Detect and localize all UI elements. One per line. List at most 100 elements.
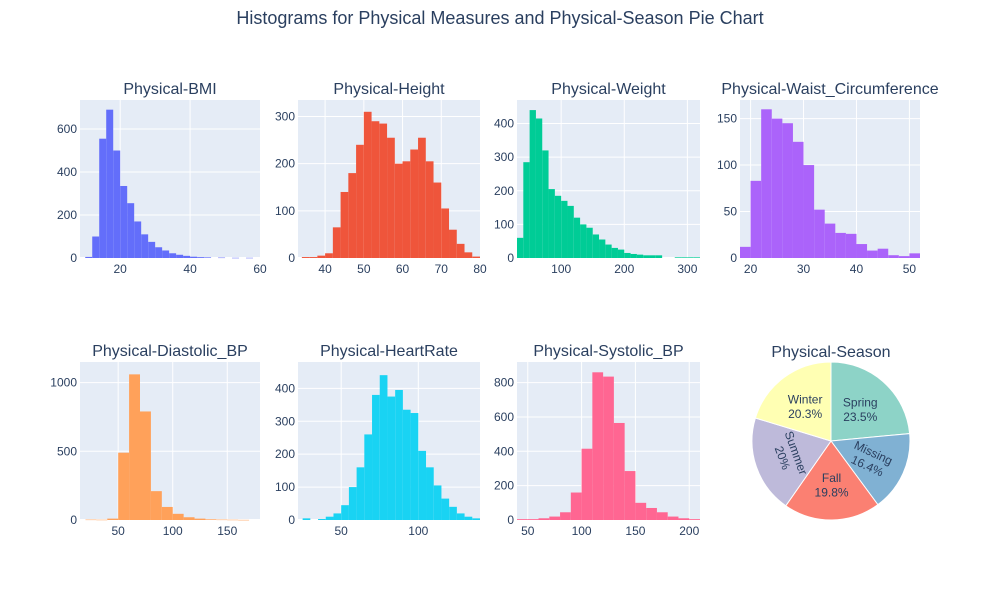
physical-heartrate-bar[interactable] — [410, 413, 419, 520]
pie-slice-summer[interactable] — [751, 417, 832, 507]
physical-bmi-bar[interactable] — [246, 257, 254, 259]
physical-height-bar[interactable] — [402, 161, 411, 258]
physical-height-bar[interactable] — [332, 227, 341, 258]
physical-height-bar[interactable] — [363, 111, 372, 258]
physical-systolic-bp-bar[interactable] — [560, 512, 571, 520]
physical-heartrate-bar[interactable] — [356, 467, 365, 520]
physical-waist-circumference-bar[interactable] — [761, 109, 772, 258]
physical-systolic-bp-bar[interactable] — [613, 422, 625, 520]
physical-weight-bar[interactable] — [592, 234, 600, 258]
physical-weight-bar[interactable] — [548, 189, 555, 258]
physical-bmi-bar[interactable] — [113, 150, 121, 258]
pie-slice-winter[interactable] — [754, 361, 832, 442]
physical-systolic-bp-bar[interactable] — [656, 512, 668, 520]
physical-systolic-bp-bar[interactable] — [678, 518, 690, 520]
physical-systolic-bp-bar[interactable] — [635, 502, 647, 520]
physical-heartrate-bar[interactable] — [402, 409, 411, 520]
physical-diastolic-bp-bar[interactable] — [205, 519, 217, 520]
physical-waist-circumference-bar[interactable] — [898, 256, 910, 258]
physical-heartrate-bar[interactable] — [325, 516, 334, 520]
physical-weight-bar[interactable] — [586, 227, 593, 258]
physical-weight-bar[interactable] — [674, 257, 682, 258]
physical-weight-bar[interactable] — [523, 162, 530, 258]
physical-systolic-bp-bar[interactable] — [667, 516, 679, 520]
physical-weight-bar[interactable] — [529, 110, 536, 258]
physical-systolic-bp-bar[interactable] — [517, 519, 528, 520]
physical-heartrate-bar[interactable] — [302, 518, 311, 520]
physical-systolic-bp-bar[interactable] — [570, 492, 582, 520]
physical-systolic-bp-bar[interactable] — [603, 376, 614, 520]
physical-diastolic-bp-bar[interactable] — [107, 518, 119, 520]
physical-heartrate-bar[interactable] — [387, 396, 396, 520]
physical-systolic-bp-bar[interactable] — [646, 507, 657, 520]
physical-systolic-bp-bar[interactable] — [527, 519, 539, 520]
physical-diastolic-bp-bar[interactable] — [227, 519, 239, 521]
physical-diastolic-bp-bar[interactable] — [183, 517, 195, 520]
physical-height-bar[interactable] — [309, 257, 318, 258]
physical-bmi-bar[interactable] — [134, 221, 142, 258]
physical-weight-bar[interactable] — [681, 257, 688, 258]
physical-weight-bar[interactable] — [567, 205, 574, 258]
physical-diastolic-bp-bar[interactable] — [96, 519, 108, 521]
physical-waist-circumference-bar[interactable] — [792, 141, 804, 258]
physical-weight-bar[interactable] — [693, 257, 700, 258]
physical-systolic-bp-bar[interactable] — [624, 471, 636, 520]
physical-height-bar[interactable] — [418, 137, 426, 258]
physical-diastolic-bp-bar[interactable] — [150, 491, 162, 520]
physical-bmi-bar[interactable] — [92, 236, 100, 258]
physical-waist-circumference-bar[interactable] — [750, 180, 762, 258]
physical-heartrate-bar[interactable] — [341, 505, 349, 520]
physical-diastolic-bp-bar[interactable] — [140, 411, 151, 520]
physical-weight-bar[interactable] — [573, 217, 581, 258]
physical-diastolic-bp-bar[interactable] — [85, 519, 97, 521]
physical-weight-bar[interactable] — [636, 254, 644, 258]
physical-systolic-bp-bar[interactable] — [581, 448, 593, 520]
physical-height-bar[interactable] — [348, 173, 357, 258]
physical-height-bar[interactable] — [425, 161, 434, 258]
physical-waist-circumference-bar[interactable] — [771, 118, 783, 259]
physical-bmi-bar[interactable] — [120, 185, 128, 258]
physical-weight-bar[interactable] — [554, 195, 562, 258]
physical-height-bar[interactable] — [456, 243, 465, 258]
physical-weight-bar[interactable] — [649, 255, 656, 258]
physical-waist-circumference-bar[interactable] — [867, 250, 878, 258]
physical-height-bar[interactable] — [410, 149, 419, 258]
physical-systolic-bp-bar[interactable] — [592, 372, 604, 520]
physical-waist-circumference-bar[interactable] — [888, 255, 899, 258]
physical-height-bar[interactable] — [340, 191, 349, 258]
physical-bmi-bar[interactable] — [183, 255, 191, 258]
physical-waist-circumference-bar[interactable] — [824, 223, 836, 258]
physical-bmi-bar[interactable] — [127, 203, 135, 258]
physical-weight-bar[interactable] — [599, 239, 606, 258]
physical-heartrate-bar[interactable] — [449, 506, 457, 520]
physical-waist-circumference-bar[interactable] — [877, 248, 889, 258]
physical-weight-bar[interactable] — [580, 224, 587, 258]
physical-weight-bar[interactable] — [517, 237, 524, 258]
pie-slice-fall[interactable] — [785, 440, 879, 521]
physical-diastolic-bp-bar[interactable] — [194, 518, 206, 520]
physical-bmi-bar[interactable] — [141, 234, 149, 258]
physical-systolic-bp-bar[interactable] — [549, 516, 561, 520]
physical-height-bar[interactable] — [433, 182, 442, 258]
physical-heartrate-bar[interactable] — [318, 519, 326, 520]
physical-weight-bar[interactable] — [617, 249, 625, 258]
physical-weight-bar[interactable] — [561, 200, 568, 258]
physical-heartrate-bar[interactable] — [433, 485, 442, 520]
physical-bmi-bar[interactable] — [148, 241, 156, 258]
physical-height-bar[interactable] — [325, 253, 333, 258]
physical-systolic-bp-bar[interactable] — [689, 519, 700, 520]
physical-bmi-bar[interactable] — [169, 253, 177, 258]
physical-height-bar[interactable] — [394, 163, 403, 258]
physical-bmi-bar[interactable] — [85, 256, 93, 258]
physical-heartrate-bar[interactable] — [348, 487, 357, 520]
physical-systolic-bp-bar[interactable] — [538, 518, 550, 520]
physical-weight-bar[interactable] — [687, 257, 694, 258]
physical-heartrate-bar[interactable] — [333, 513, 342, 520]
physical-heartrate-bar[interactable] — [441, 498, 450, 520]
physical-waist-circumference-bar[interactable] — [782, 123, 793, 258]
physical-bmi-bar[interactable] — [190, 256, 198, 258]
physical-bmi-bar[interactable] — [99, 138, 107, 258]
physical-bmi-bar[interactable] — [176, 254, 184, 258]
physical-heartrate-bar[interactable] — [464, 516, 473, 520]
physical-weight-bar[interactable] — [655, 255, 663, 258]
